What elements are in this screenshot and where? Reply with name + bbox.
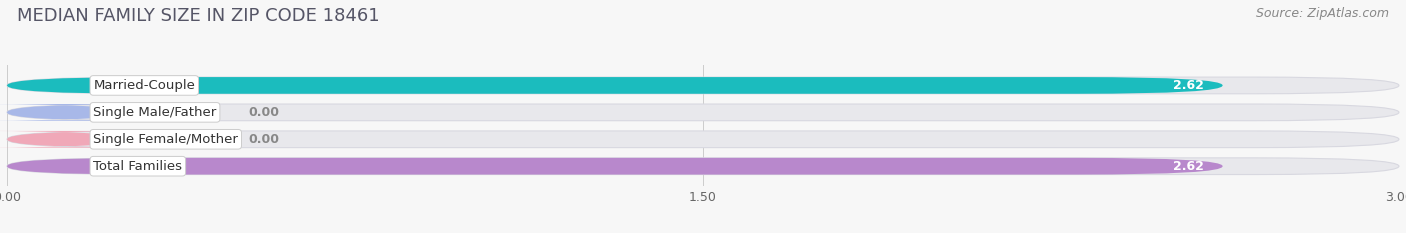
FancyBboxPatch shape xyxy=(7,158,1223,175)
Text: Married-Couple: Married-Couple xyxy=(93,79,195,92)
Text: 2.62: 2.62 xyxy=(1173,79,1204,92)
Text: Source: ZipAtlas.com: Source: ZipAtlas.com xyxy=(1256,7,1389,20)
Text: Single Female/Mother: Single Female/Mother xyxy=(93,133,238,146)
Text: MEDIAN FAMILY SIZE IN ZIP CODE 18461: MEDIAN FAMILY SIZE IN ZIP CODE 18461 xyxy=(17,7,380,25)
Text: 0.00: 0.00 xyxy=(249,133,280,146)
Text: Single Male/Father: Single Male/Father xyxy=(93,106,217,119)
FancyBboxPatch shape xyxy=(7,131,1399,148)
FancyBboxPatch shape xyxy=(7,77,1223,94)
Text: 0.00: 0.00 xyxy=(249,106,280,119)
FancyBboxPatch shape xyxy=(0,131,150,148)
FancyBboxPatch shape xyxy=(7,158,1399,175)
FancyBboxPatch shape xyxy=(7,104,1399,121)
Text: 2.62: 2.62 xyxy=(1173,160,1204,173)
FancyBboxPatch shape xyxy=(7,77,1399,94)
FancyBboxPatch shape xyxy=(0,104,150,121)
Text: Total Families: Total Families xyxy=(93,160,183,173)
